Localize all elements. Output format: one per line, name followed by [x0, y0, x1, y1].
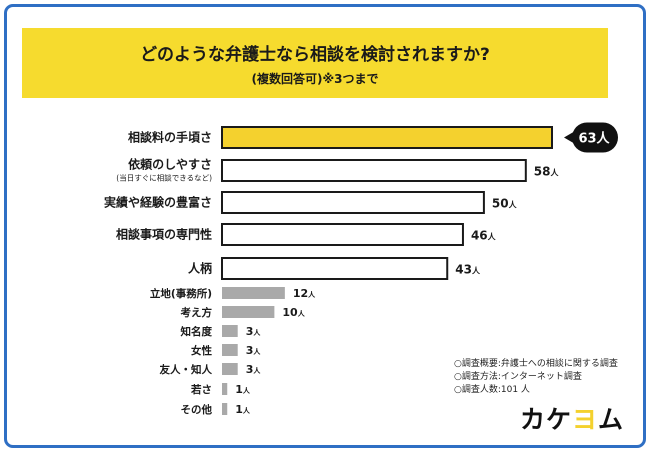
survey-note-overview: ○調査概要:弁護士への相談に関する調査 — [454, 359, 618, 369]
value-label-10: 1人 — [235, 383, 251, 396]
category-label-4: 人柄 — [188, 261, 212, 276]
bar-1 — [221, 159, 527, 182]
value-label-3: 46人 — [471, 229, 497, 243]
category-label-3: 相談事項の専門性 — [116, 227, 212, 242]
brand-logo: カケヨム — [520, 405, 625, 434]
bar-8 — [222, 344, 238, 356]
value-label-5: 12人 — [293, 287, 316, 300]
bar-0 — [221, 126, 553, 149]
survey-note-method: ○調査方法:インターネット調査 — [454, 372, 582, 382]
bar-7 — [222, 325, 238, 337]
bar-2 — [221, 191, 485, 214]
bar-6 — [222, 306, 275, 318]
value-label-1: 58人 — [534, 165, 560, 179]
value-label-8: 3人 — [246, 344, 262, 357]
category-label-9: 友人・知人 — [159, 363, 213, 376]
survey-note-count: ○調査人数:101 人 — [454, 385, 530, 395]
category-label-5: 立地(事務所) — [150, 287, 212, 300]
bar-11 — [222, 403, 228, 415]
value-label-7: 3人 — [246, 325, 262, 338]
value-label-0: 63人 — [578, 131, 610, 147]
category-label-6: 考え方 — [181, 306, 213, 319]
bar-10 — [222, 383, 228, 395]
chart-header: どのような弁護士なら相談を検討されますか? (複数回答可)※3つまで — [22, 28, 608, 98]
category-label-7: 知名度 — [181, 325, 213, 338]
category-label-10: 若さ — [190, 383, 212, 396]
category-label-2: 実績や経験の豊富さ — [104, 195, 212, 210]
value-label-4: 43人 — [455, 263, 481, 277]
category-label-11: その他 — [181, 403, 213, 416]
category-note-1: (当日すぐに相談できるなど) — [116, 173, 212, 183]
value-label-11: 1人 — [235, 403, 251, 416]
bar-4 — [221, 257, 449, 280]
value-label-6: 10人 — [282, 306, 305, 319]
value-label-9: 3人 — [246, 363, 262, 376]
category-label-8: 女性 — [191, 344, 212, 357]
survey-notes: ○調査概要:弁護士への相談に関する調査 ○調査方法:インターネット調査 ○調査人… — [454, 358, 618, 397]
callout-bubble — [572, 122, 618, 153]
bar-3 — [221, 223, 464, 246]
category-label-1: 依頼のしやすさ — [128, 157, 212, 172]
bar-9 — [222, 363, 238, 375]
category-label-0: 相談料の手頃さ — [128, 130, 212, 145]
chart-title: どのような弁護士なら相談を検討されますか? — [140, 45, 490, 65]
chart-subtitle: (複数回答可)※3つまで — [251, 72, 379, 86]
bar-5 — [222, 287, 285, 299]
value-label-2: 50人 — [492, 197, 518, 211]
